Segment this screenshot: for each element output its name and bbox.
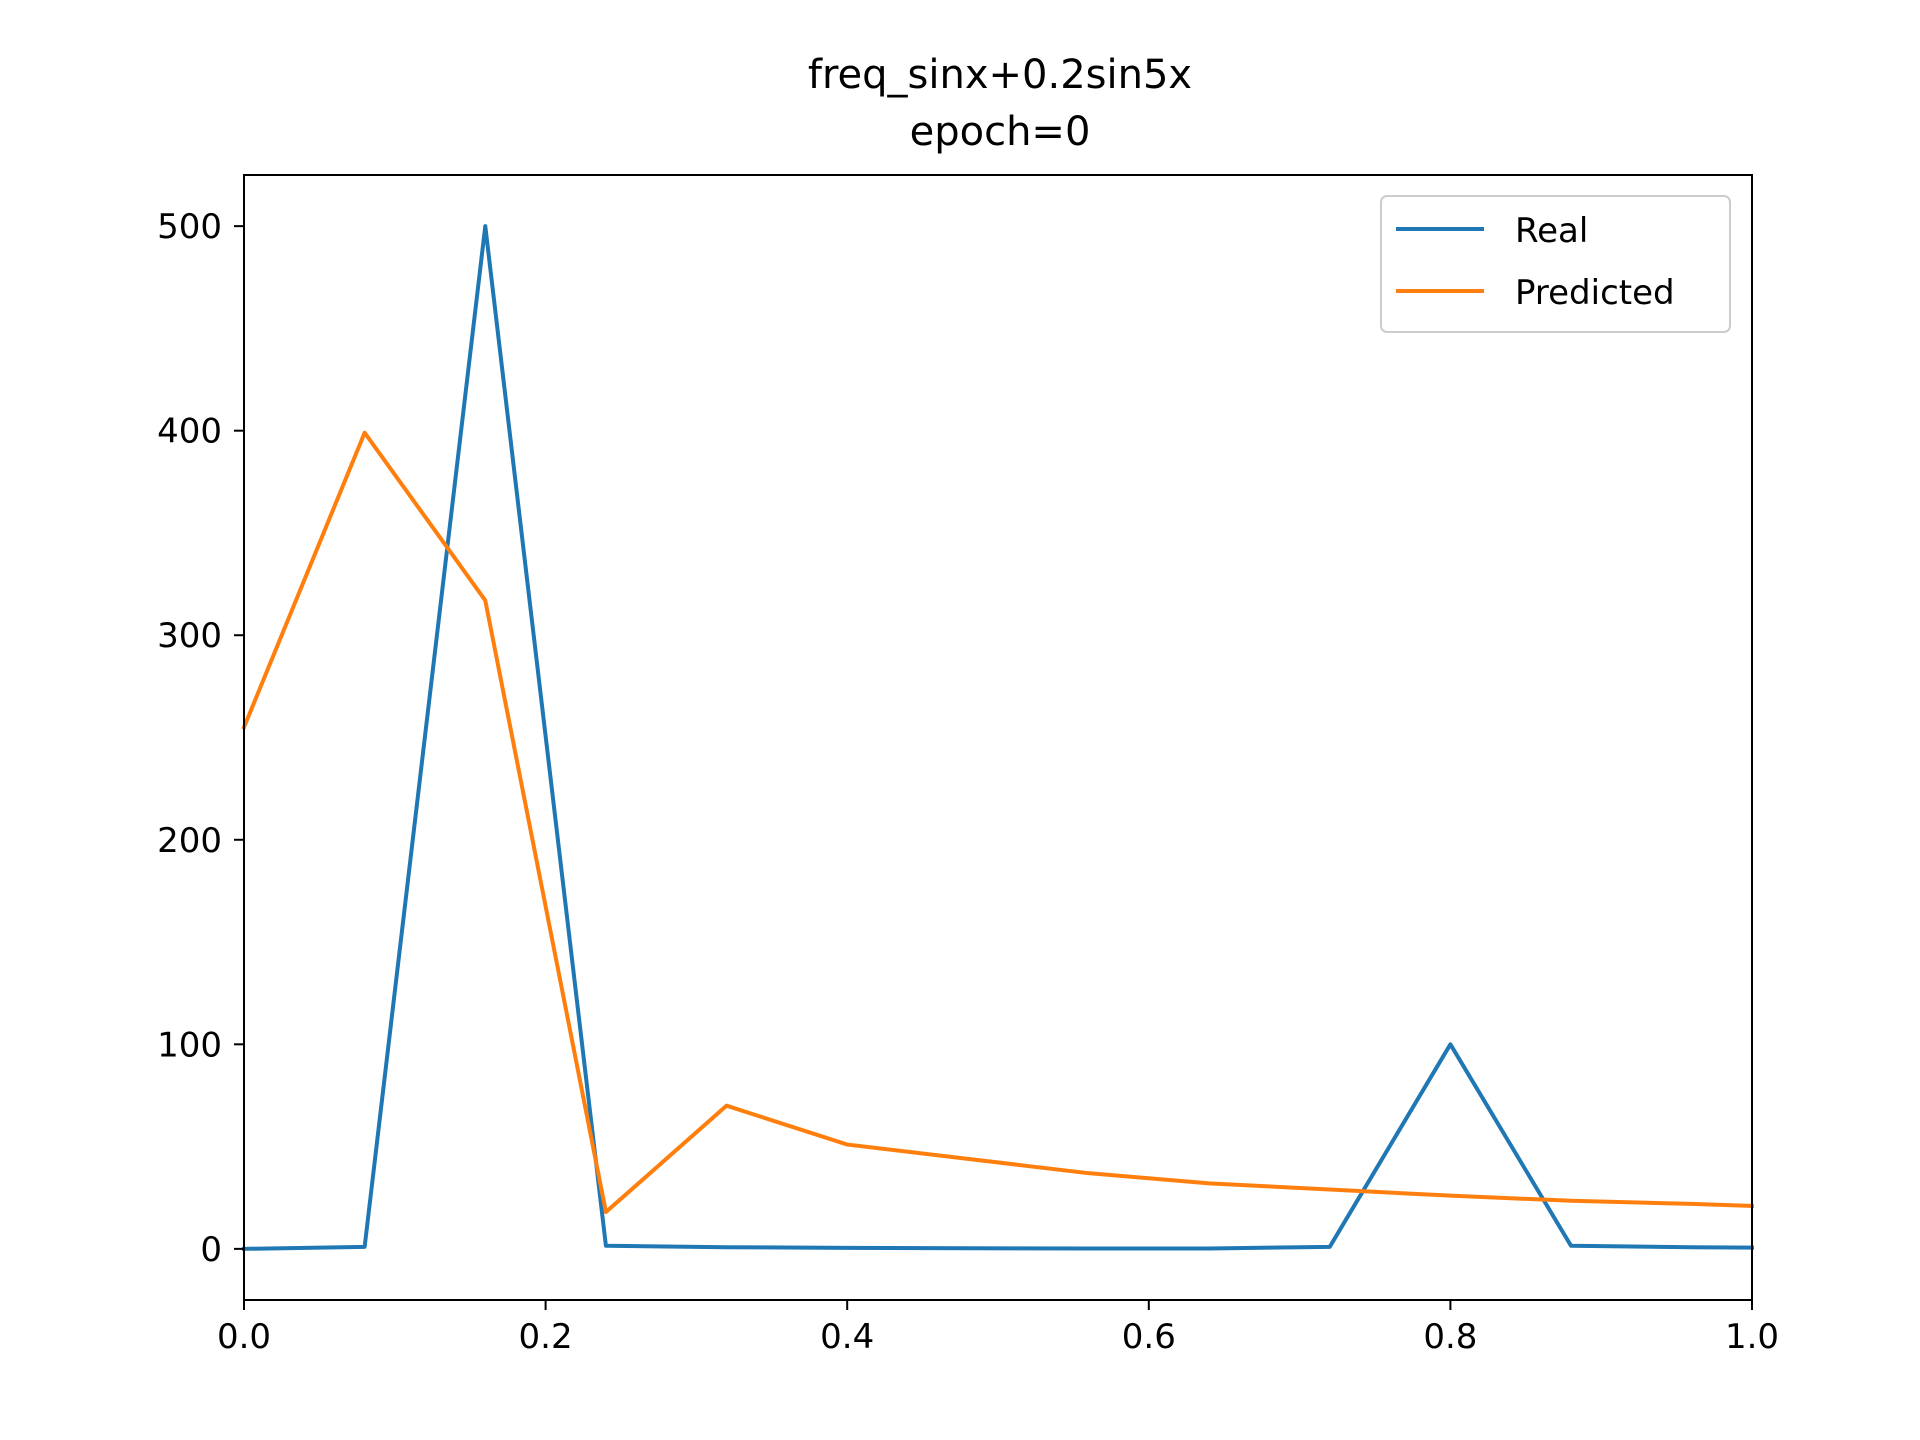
y-tick-label: 200 xyxy=(157,821,222,861)
chart-subtitle: epoch=0 xyxy=(910,109,1091,155)
y-tick-label: 300 xyxy=(157,616,222,656)
plot-background xyxy=(244,175,1752,1300)
series-layer xyxy=(241,224,1755,1251)
legend-label-real: Real xyxy=(1515,211,1588,251)
x-tick-label: 0.8 xyxy=(1423,1317,1477,1357)
y-axis: 0 100 200 300 400 500 xyxy=(157,207,244,1270)
legend: Real Predicted xyxy=(1380,195,1731,333)
y-tick-label: 100 xyxy=(157,1025,222,1065)
series-line-real xyxy=(241,224,1755,1251)
series-line-predicted xyxy=(241,430,1755,1215)
y-tick-label: 400 xyxy=(157,412,222,452)
x-tick-label: 1.0 xyxy=(1725,1317,1779,1357)
plot-frame xyxy=(243,174,1753,1301)
x-tick-label: 0.6 xyxy=(1122,1317,1176,1357)
x-tick-label: 0.2 xyxy=(519,1317,573,1357)
x-tick-label: 0.4 xyxy=(820,1317,874,1357)
plot-area xyxy=(241,174,1755,1301)
y-tick-label: 500 xyxy=(157,207,222,247)
x-axis: 0.0 0.2 0.4 0.6 0.8 1.0 xyxy=(217,1300,1779,1357)
y-tick-label: 0 xyxy=(200,1230,222,1270)
chart-title: freq_sinx+0.2sin5x xyxy=(808,52,1192,98)
x-tick-label: 0.0 xyxy=(217,1317,271,1357)
legend-label-predicted: Predicted xyxy=(1515,273,1675,313)
